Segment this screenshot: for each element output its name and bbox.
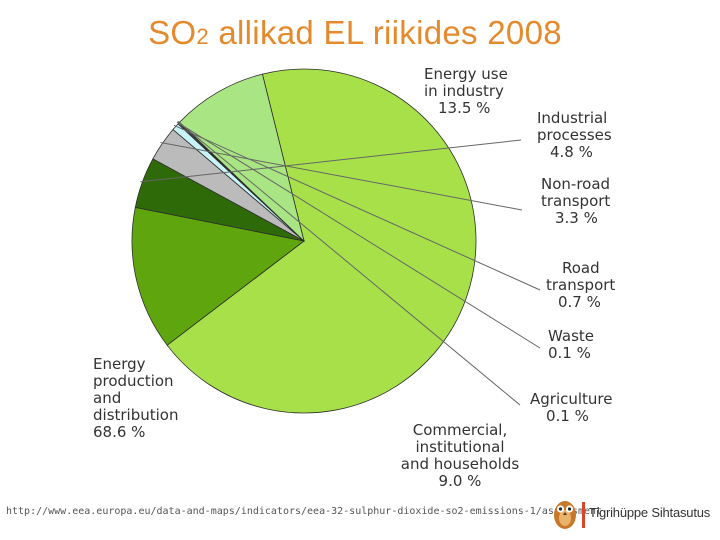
label-commercial: Commercial, institutional and households… [400, 421, 520, 490]
logo-text: Tigrihüppe Sihtasutus [589, 505, 711, 520]
label-agriculture: Agriculture 0.1 % [530, 390, 613, 425]
leader-line-6 [177, 120, 521, 406]
label-road-transport: Road transport 0.7 % [546, 259, 616, 311]
source-url[interactable]: http://www.eea.europa.eu/data-and-maps/i… [6, 506, 603, 517]
pie-slice-1 [131, 206, 305, 346]
leader-line-5 [176, 121, 541, 349]
label-energy-production: Energy production and distribution 68.6 … [93, 355, 179, 441]
label-industrial-processes: Industrial processes 4.8 % [537, 109, 612, 161]
title-subscript: 2 [196, 24, 209, 49]
label-nonroad-transport: Non-road transport 3.3 % [541, 175, 611, 227]
owl-logo-icon [554, 501, 585, 529]
leader-line-3 [160, 142, 523, 211]
label-energy-industry: Energy use in industry 13.5 % [424, 65, 508, 117]
page-title: SO2 allikad EL riikides 2008 [148, 14, 562, 51]
label-waste: Waste 0.1 % [548, 327, 594, 362]
leader-line-2 [140, 139, 522, 183]
leader-line-4 [173, 124, 541, 291]
